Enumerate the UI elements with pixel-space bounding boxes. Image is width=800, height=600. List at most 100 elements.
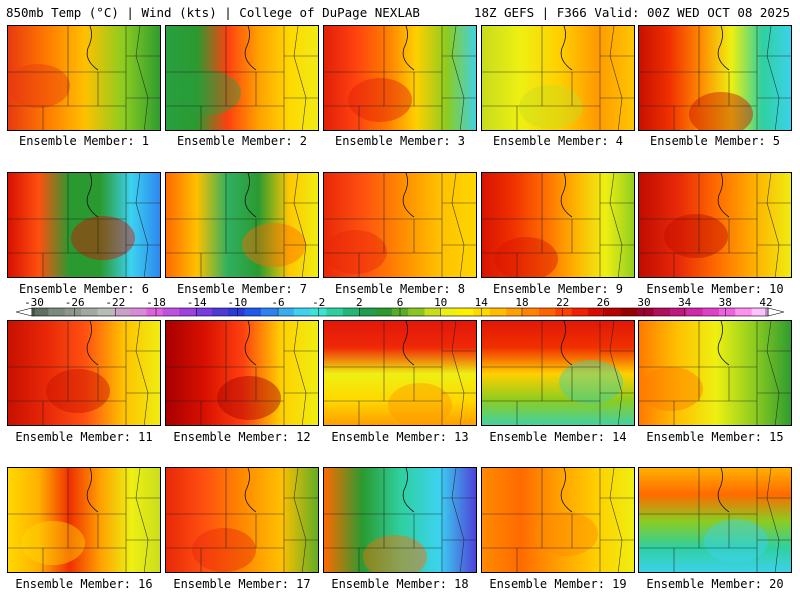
river-line [560,468,573,513]
colorbar-segment [146,308,164,316]
temperature-field [8,26,160,130]
temperature-field [482,321,634,425]
ensemble-member-map [165,25,319,131]
member-label: Ensemble Member: 1 [18,134,150,148]
colorbar-tick-label: 34 [678,296,692,309]
temperature-field [8,173,160,277]
temperature-field [324,321,476,425]
colorbar-segment [359,308,376,316]
colorbar-tick-label: -22 [105,296,125,309]
state-border [451,321,465,425]
member-label: Ensemble Member: 14 [489,430,627,444]
river-line [717,26,730,71]
colorbar-segment [244,308,262,316]
colorbar-segment [718,308,736,316]
member-label: Ensemble Member: 6 [18,282,150,296]
state-border [135,173,149,277]
temperature-field [8,468,160,572]
ensemble-member-map [323,467,477,573]
colorbar-tick-label: 14 [475,296,489,309]
state-border [609,468,623,572]
member-label: Ensemble Member: 13 [331,430,469,444]
river-line [402,321,415,366]
colorbar-segment [424,308,442,316]
state-border [766,173,780,277]
colorbar-tick-label: 2 [356,296,363,309]
colorbar-segment [277,308,295,316]
member-label: Ensemble Member: 20 [646,577,784,591]
river-line [717,468,730,513]
temperature-field [8,321,160,425]
river-line [717,321,730,366]
colorbar-segment [653,308,671,316]
state-border [135,321,149,425]
colorbar-segment [571,308,589,316]
member-label: Ensemble Member: 17 [173,577,311,591]
colorbar-tick-label: 6 [397,296,404,309]
ensemble-member-map [638,467,792,573]
river-line [402,173,415,218]
temperature-field [324,173,476,277]
colorbar-segment [522,308,540,316]
colorbar-tick-label: -10 [227,296,247,309]
colorbar-segment [555,308,573,316]
colorbar-segment [195,308,213,316]
colorbar-segment [97,308,115,316]
colorbar-segment [130,308,147,316]
ensemble-member-map [481,320,635,426]
ensemble-member-map [7,320,161,426]
colorbar-tick-label: 18 [515,296,528,309]
colorbar-tick-label: -2 [312,296,325,309]
state-border [293,173,307,277]
colorbar-segment [64,308,82,316]
colorbar-segment [457,308,474,316]
state-border [609,173,623,277]
state-border [451,173,465,277]
state-border [609,321,623,425]
river-line [244,26,257,71]
temperature-field [166,173,318,277]
colorbar-segment [81,308,98,316]
river-line [244,321,257,366]
member-label: Ensemble Member: 9 [492,282,624,296]
colorbar-segment [408,308,425,316]
temperature-field [324,468,476,572]
colorbar-segment [702,308,720,316]
member-label: Ensemble Member: 7 [176,282,308,296]
member-label: Ensemble Member: 3 [334,134,466,148]
state-border [766,468,780,572]
colorbar-segment [162,308,180,316]
colorbar-segment [179,308,196,316]
colorbar-tick-label: -14 [187,296,207,309]
state-border [609,26,623,130]
ensemble-member-map [323,172,477,278]
colorbar-segment [211,308,229,316]
colorbar-tick-label: -26 [65,296,85,309]
member-label: Ensemble Member: 5 [649,134,781,148]
colorbar-segment [228,308,246,316]
state-border [135,468,149,572]
river-line [560,26,573,71]
colorbar-segment [310,308,327,316]
state-border [766,321,780,425]
colorbar-segment [113,308,131,316]
ensemble-member-map [7,467,161,573]
colorbar-max-arrow [767,307,785,317]
ensemble-member-map [165,320,319,426]
river-line [244,173,257,218]
temperature-field [482,26,634,130]
colorbar-segment [735,308,753,316]
state-border [293,468,307,572]
colorbar-segment [489,308,507,316]
temperature-field [639,26,791,130]
model-run-info: 18Z GEFS | F366 Valid: 00Z WED OCT 08 20… [473,5,790,20]
colorbar-segment [637,308,654,316]
colorbar-tick-label: 10 [434,296,447,309]
colorbar-segment [440,308,458,316]
colorbar-segment [32,308,49,316]
river-line [717,173,730,218]
ensemble-member-map [323,25,477,131]
colorbar-segment [473,308,491,316]
colorbar-segment [342,308,360,316]
ensemble-member-map [638,25,792,131]
